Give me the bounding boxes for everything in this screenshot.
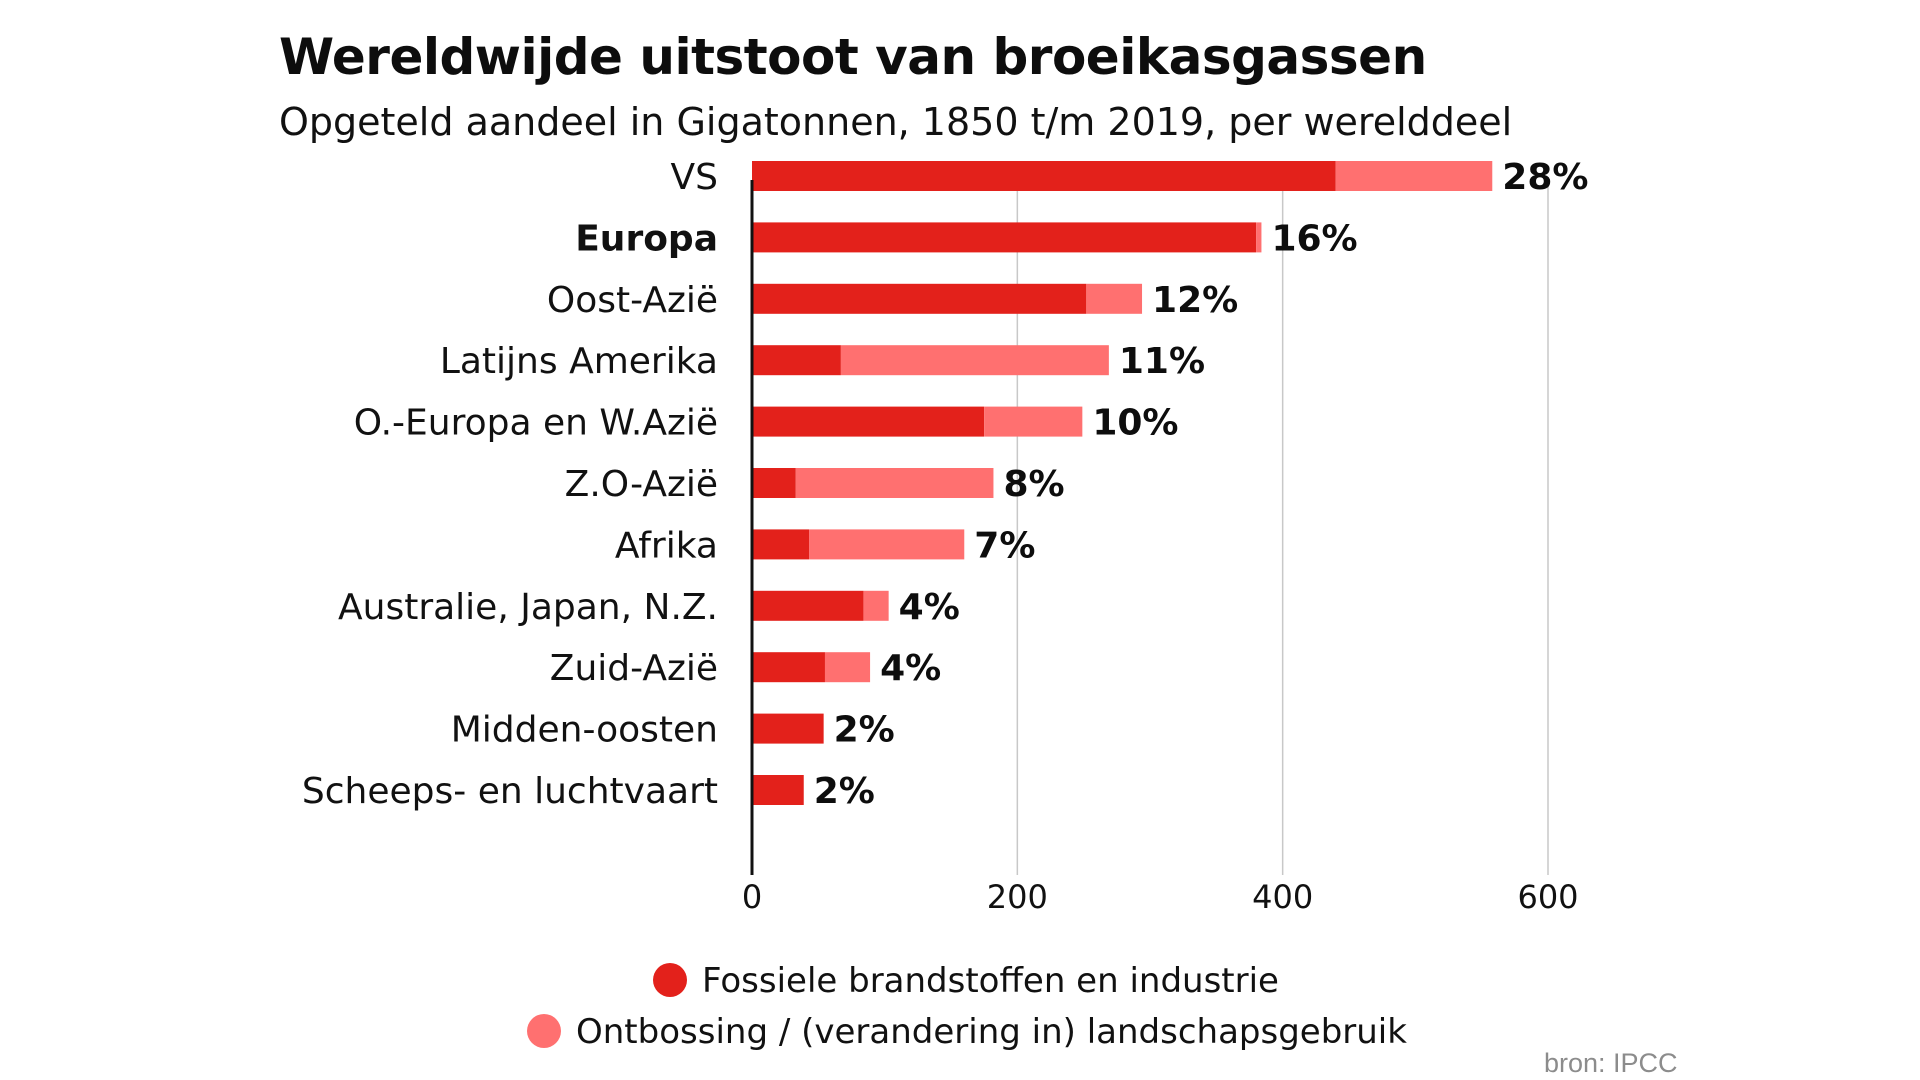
data-label: 8% xyxy=(1003,464,1064,505)
legend-label: Ontbossing / (verandering in) landschaps… xyxy=(576,1012,1407,1052)
data-label: 4% xyxy=(880,648,941,689)
bar-fossil xyxy=(752,345,841,376)
bar-land-use xyxy=(984,406,1083,437)
data-label: 11% xyxy=(1119,341,1205,382)
x-tick-label: 400 xyxy=(1252,878,1313,916)
category-label: Oost-Azië xyxy=(547,280,718,321)
data-label: 7% xyxy=(974,525,1035,566)
bar-fossil xyxy=(752,161,1336,191)
category-label: Australie, Japan, N.Z. xyxy=(338,587,718,628)
data-label: 12% xyxy=(1152,280,1238,321)
bar-fossil xyxy=(752,283,1087,314)
bar-fossil xyxy=(752,713,824,744)
bar-land-use xyxy=(840,345,1109,376)
data-label: 2% xyxy=(834,710,895,751)
bar-fossil xyxy=(752,775,804,805)
category-label: Latijns Amerika xyxy=(440,341,718,382)
x-tick-label: 0 xyxy=(742,878,762,916)
data-label: 16% xyxy=(1271,218,1357,259)
data-label: 2% xyxy=(814,771,875,812)
data-label: 28% xyxy=(1502,157,1588,198)
bar-fossil xyxy=(752,529,810,560)
bar-land-use xyxy=(1335,161,1493,191)
bar-fossil xyxy=(752,468,796,498)
chart-subtitle: Opgeteld aandeel in Gigatonnen, 1850 t/m… xyxy=(279,100,1513,144)
legend-label: Fossiele brandstoffen en industrie xyxy=(702,961,1279,1001)
category-label: Scheeps- en luchtvaart xyxy=(302,771,718,812)
data-label: 10% xyxy=(1092,403,1178,444)
x-tick-label: 600 xyxy=(1517,878,1578,916)
category-label: Z.O-Azië xyxy=(565,464,718,505)
bar-fossil xyxy=(752,652,825,683)
legend-marker xyxy=(653,963,687,997)
category-label: VS xyxy=(671,157,718,198)
category-label: Afrika xyxy=(615,525,718,566)
bar-land-use xyxy=(809,529,965,560)
bar-land-use xyxy=(1086,283,1143,314)
category-label: Europa xyxy=(575,218,718,259)
bar-land-use xyxy=(1256,222,1262,253)
category-label: O.-Europa en W.Azië xyxy=(354,403,718,444)
legend-marker xyxy=(527,1014,561,1048)
x-tick-label: 200 xyxy=(987,878,1048,916)
bar-land-use xyxy=(863,590,889,621)
bar-land-use xyxy=(795,468,994,498)
bar-fossil xyxy=(752,222,1257,253)
source-note: bron: IPCC xyxy=(1544,1048,1678,1078)
labels: 0 200 400 600 VS 28% Europa 16% Oost-Azië 12% Lati… xyxy=(302,157,1589,916)
legend: Fossiele brandstoffen en industrie Ontbos… xyxy=(527,961,1407,1052)
category-label: Midden-oosten xyxy=(451,710,718,751)
bars xyxy=(752,161,1493,805)
category-label: Zuid-Azië xyxy=(550,648,718,689)
bar-fossil xyxy=(752,406,985,437)
bar-land-use xyxy=(824,652,871,683)
chart-title: Wereldwijde uitstoot van broeikasgassen xyxy=(279,28,1427,86)
data-label: 4% xyxy=(899,587,960,628)
bar-fossil xyxy=(752,590,864,621)
